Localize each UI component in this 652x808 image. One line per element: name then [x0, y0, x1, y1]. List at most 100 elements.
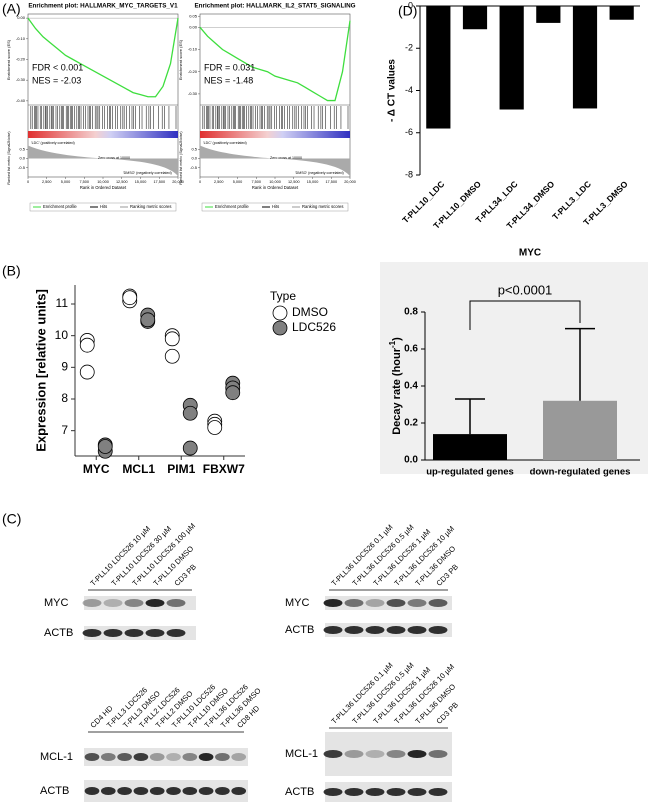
- x-tick-label: 7,500: [79, 180, 89, 184]
- legend-label: Enrichment profile: [43, 204, 77, 209]
- bar: [543, 400, 617, 460]
- x-tick-label: MCL1: [122, 462, 155, 476]
- band: [124, 599, 144, 607]
- x-tick-label: FBXW7: [203, 462, 245, 476]
- point: [140, 312, 156, 328]
- annotation: NES = -1.48: [204, 75, 253, 85]
- x-tick-label: 7,500: [251, 180, 261, 184]
- annotation: NES = -2.03: [32, 75, 81, 85]
- x-tick-label: MYC: [83, 462, 110, 476]
- x-axis-title: MYC: [519, 248, 541, 259]
- band: [84, 753, 100, 761]
- legend-label: DMSO: [292, 305, 328, 319]
- band: [407, 788, 427, 796]
- error-bar: [565, 327, 595, 401]
- band: [365, 788, 385, 796]
- band: [182, 753, 198, 761]
- x-tick-label: 12,500: [116, 180, 128, 184]
- y-tick-label: 10: [55, 328, 69, 342]
- enrichment-curve: [27, 17, 179, 98]
- band: [215, 753, 230, 761]
- significance-bracket: [469, 300, 581, 330]
- y-tick-label: 0.2: [404, 418, 418, 429]
- y-axis-title: Decay rate (hour-1): [388, 337, 403, 435]
- blot-strip: [84, 748, 248, 766]
- band: [100, 753, 116, 761]
- y-tick-label: -4: [405, 85, 413, 95]
- band: [133, 753, 149, 761]
- point: [225, 385, 241, 401]
- y2-tick-label: -0.5: [190, 165, 198, 170]
- band: [386, 626, 406, 634]
- band: [407, 626, 427, 634]
- band: [231, 753, 247, 761]
- bar: [462, 6, 488, 30]
- band: [82, 599, 102, 607]
- x-tick-label: 12,500: [288, 180, 300, 184]
- point: [207, 420, 223, 435]
- band: [166, 629, 186, 637]
- x-tick-label: 15,000: [135, 180, 147, 184]
- band: [103, 629, 123, 637]
- x-tick-label: 2,500: [214, 180, 224, 184]
- band: [215, 787, 230, 795]
- band: [344, 626, 364, 634]
- y-tick-label: 9: [61, 360, 68, 374]
- band: [386, 599, 406, 607]
- y2-tick-label: 0.0: [191, 156, 197, 161]
- band: [145, 599, 165, 607]
- band: [82, 629, 102, 637]
- bar: [572, 6, 598, 109]
- band: [344, 599, 364, 607]
- band: [407, 599, 427, 607]
- legend-swatch: [272, 320, 288, 336]
- legend-label: Enrichment profile: [215, 204, 249, 209]
- panel-label: (C): [2, 511, 21, 527]
- band: [323, 750, 343, 758]
- zero-cross: Zero cross at 10000: [270, 156, 302, 160]
- band: [344, 788, 364, 796]
- band: [428, 626, 448, 634]
- y2-axis-title: Ranked list metric (Signal2Noise): [179, 131, 183, 184]
- row-label: MYC: [285, 597, 310, 609]
- ranked-metric: [28, 145, 178, 177]
- row-label: MYC: [44, 597, 69, 609]
- x-tick-label: 0: [27, 180, 29, 184]
- panel-label: (B): [2, 263, 21, 279]
- ranked-metric: [200, 145, 350, 177]
- band: [428, 599, 448, 607]
- y-tick-label: -0.10: [16, 36, 26, 41]
- band: [198, 787, 214, 795]
- band: [344, 750, 364, 758]
- x-tick-label: 15,000: [307, 180, 319, 184]
- enrichment-curve: [199, 20, 351, 102]
- y-axis-title: Enrichment score (ES): [178, 39, 183, 80]
- y-tick-label: -8: [405, 169, 413, 179]
- band: [166, 599, 186, 607]
- band: [117, 753, 132, 761]
- zero-cross: Zero cross at 10000: [98, 156, 130, 160]
- band: [166, 787, 181, 795]
- y-tick-label: 0.8: [404, 307, 418, 318]
- band: [103, 599, 123, 607]
- y-tick-label: -0.20: [188, 69, 198, 74]
- row-label: MCL-1: [285, 748, 318, 760]
- x-tick-label: 5,000: [61, 180, 71, 184]
- point: [182, 440, 198, 456]
- y2-tick-label: 0.0: [19, 156, 25, 161]
- legend-label: Ranking metric scores: [302, 204, 343, 209]
- annotation: p<0.0001: [498, 282, 553, 297]
- y-axis-title-part: Decay rate (hour: [391, 347, 403, 435]
- y2-tick-label: -0.5: [18, 165, 26, 170]
- panel-label: (D): [398, 3, 417, 19]
- error-bar: [455, 398, 485, 435]
- x-tick-label: 20,000: [172, 180, 184, 184]
- y-tick-label: 0.0: [404, 455, 418, 466]
- pos-label: 'LDC' (positively correlated): [203, 141, 247, 145]
- legend-title: Type: [270, 289, 296, 303]
- bar: [609, 6, 634, 20]
- band: [323, 788, 343, 796]
- band: [100, 787, 116, 795]
- x-tick-label: 10,000: [269, 180, 281, 184]
